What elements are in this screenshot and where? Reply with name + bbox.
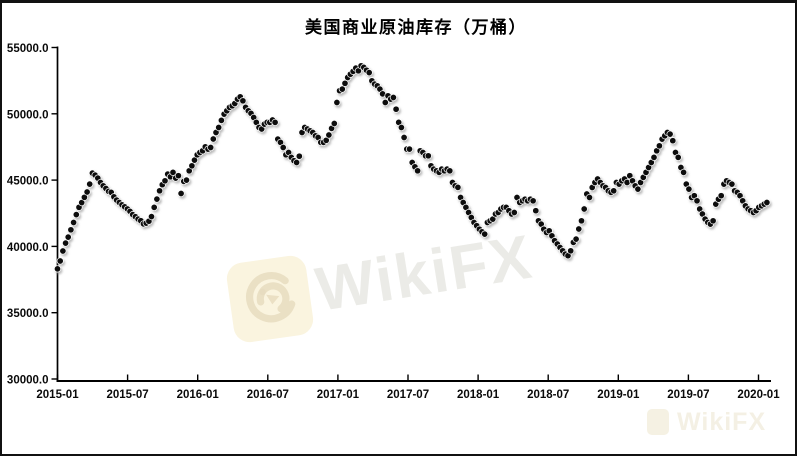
y-axis-ticks: 55000.0 50000.0 45000.0 40000.0 35000.0 30000… bbox=[7, 43, 58, 387]
x-tick-label: 2019-01 bbox=[597, 389, 640, 401]
x-tick-label: 2016-07 bbox=[247, 389, 289, 401]
data-point bbox=[341, 79, 349, 87]
data-points bbox=[53, 62, 771, 273]
data-point bbox=[510, 208, 518, 217]
data-point bbox=[414, 167, 422, 175]
data-point bbox=[400, 133, 408, 142]
data-point bbox=[215, 123, 223, 132]
x-tick-label: 2015-07 bbox=[106, 389, 148, 401]
data-point bbox=[67, 226, 75, 234]
data-point bbox=[389, 93, 397, 102]
data-point bbox=[655, 142, 663, 150]
data-point bbox=[177, 189, 185, 198]
x-axis-ticks: 2015-01 2015-07 2016-01 2016-07 2017-01 2017-… bbox=[36, 374, 780, 401]
data-point bbox=[295, 152, 303, 160]
data-point bbox=[580, 205, 588, 213]
data-point bbox=[575, 225, 583, 233]
x-tick-label: 2017-07 bbox=[387, 389, 429, 401]
data-point bbox=[529, 197, 537, 205]
data-point bbox=[669, 137, 677, 145]
data-point bbox=[650, 153, 658, 161]
y-tick-label: 50000.0 bbox=[7, 109, 49, 121]
data-point bbox=[239, 97, 247, 105]
data-point bbox=[182, 176, 191, 184]
crude-oil-inventory-scatter-chart: 55000.0 50000.0 45000.0 40000.0 35000.0 30000… bbox=[7, 43, 780, 401]
data-point bbox=[532, 207, 540, 215]
data-point bbox=[763, 198, 771, 207]
data-point bbox=[56, 257, 64, 265]
data-point bbox=[674, 153, 682, 161]
data-point bbox=[610, 187, 618, 195]
x-tick-label: 2018-07 bbox=[527, 389, 569, 401]
y-tick-label: 55000.0 bbox=[7, 43, 49, 55]
y-tick-label: 45000.0 bbox=[7, 176, 49, 188]
data-point bbox=[338, 85, 346, 93]
x-tick-label: 2019-07 bbox=[667, 389, 709, 401]
data-point bbox=[86, 180, 94, 188]
wikifx-watermark-small-text: WikiFX bbox=[677, 408, 767, 436]
data-point bbox=[293, 158, 301, 167]
data-point bbox=[209, 135, 217, 143]
data-point bbox=[365, 69, 373, 77]
data-point bbox=[728, 180, 736, 188]
wikifx-watermark: WikiFX bbox=[224, 223, 564, 357]
data-point bbox=[381, 98, 389, 107]
data-point bbox=[188, 162, 196, 170]
data-point bbox=[271, 118, 279, 126]
x-tick-label: 2018-01 bbox=[457, 389, 500, 401]
chart-title: 美国商业原油库存（万桶） bbox=[305, 18, 527, 37]
data-point bbox=[59, 247, 67, 255]
data-point bbox=[446, 167, 454, 175]
data-point bbox=[717, 192, 725, 200]
y-tick-label: 35000.0 bbox=[7, 308, 49, 320]
data-point bbox=[62, 239, 70, 247]
data-point bbox=[153, 195, 161, 203]
data-point bbox=[83, 188, 91, 196]
data-point bbox=[161, 177, 169, 185]
data-point bbox=[325, 131, 333, 139]
data-point bbox=[156, 187, 164, 195]
data-point bbox=[709, 217, 717, 225]
data-point bbox=[150, 203, 158, 211]
data-point bbox=[169, 168, 177, 176]
y-tick-label: 30000.0 bbox=[7, 375, 49, 387]
x-tick-label: 2017-01 bbox=[317, 389, 360, 401]
y-tick-label: 40000.0 bbox=[7, 242, 49, 254]
data-point bbox=[64, 233, 72, 241]
data-point bbox=[454, 183, 462, 191]
data-point bbox=[217, 116, 225, 124]
wikifx-eagle-logo-icon bbox=[224, 253, 316, 345]
data-point bbox=[207, 143, 215, 152]
wikifx-eagle-logo-small-icon bbox=[647, 409, 669, 435]
data-point bbox=[481, 230, 489, 238]
data-point bbox=[279, 143, 287, 152]
data-point bbox=[333, 98, 341, 107]
data-point bbox=[397, 123, 405, 132]
data-point bbox=[666, 130, 674, 138]
data-point bbox=[174, 172, 182, 180]
x-tick-label: 2016-01 bbox=[177, 389, 220, 401]
data-point bbox=[572, 235, 580, 243]
wikifx-watermark-small: WikiFX bbox=[647, 407, 795, 441]
data-point bbox=[405, 145, 414, 153]
data-point bbox=[567, 247, 575, 255]
data-point bbox=[330, 119, 338, 128]
data-point bbox=[680, 168, 688, 176]
data-point bbox=[577, 217, 586, 225]
data-point bbox=[693, 197, 701, 205]
data-point bbox=[147, 213, 156, 221]
data-point bbox=[392, 105, 400, 113]
data-point bbox=[53, 265, 62, 273]
data-point bbox=[685, 185, 693, 193]
data-point bbox=[70, 218, 78, 227]
x-tick-label: 2020-01 bbox=[737, 389, 780, 401]
data-point bbox=[634, 185, 642, 193]
data-point bbox=[72, 211, 80, 219]
data-point bbox=[585, 193, 594, 202]
x-tick-label: 2015-01 bbox=[36, 389, 79, 401]
data-point bbox=[424, 152, 432, 160]
